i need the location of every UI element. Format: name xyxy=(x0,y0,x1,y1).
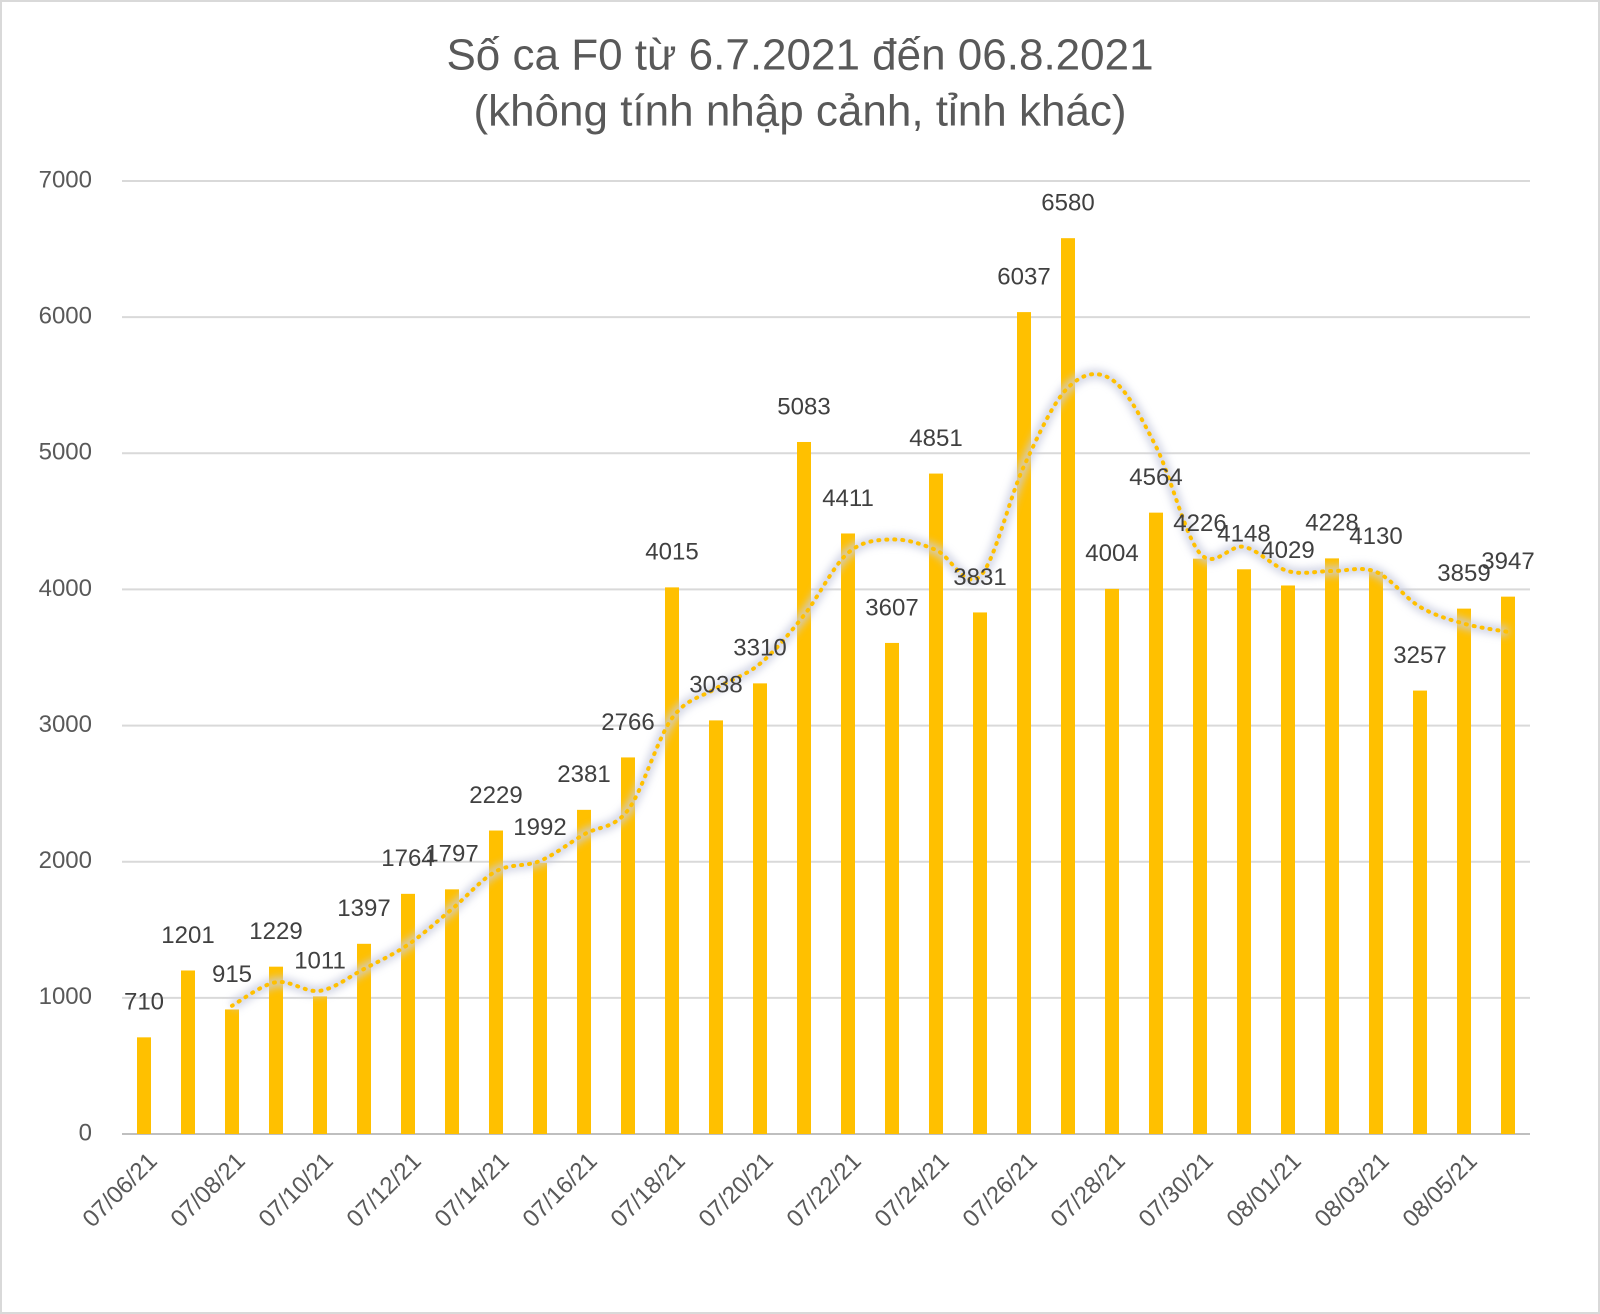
data-label: 6580 xyxy=(1041,190,1094,217)
data-label: 3831 xyxy=(953,564,1006,591)
data-label: 6037 xyxy=(997,263,1050,290)
bar xyxy=(225,1009,239,1134)
data-label: 1797 xyxy=(425,841,478,868)
data-label: 3947 xyxy=(1481,548,1534,575)
bar xyxy=(1325,558,1339,1134)
bar xyxy=(137,1037,151,1134)
data-label: 4411 xyxy=(822,485,874,512)
data-label: 1201 xyxy=(161,922,214,949)
bar xyxy=(445,889,459,1134)
bar xyxy=(1017,312,1031,1134)
chart-subtitle: (không tính nhập cảnh, tỉnh khác) xyxy=(473,87,1126,136)
data-label: 3257 xyxy=(1393,642,1446,669)
data-label: 2229 xyxy=(469,782,522,809)
bar xyxy=(1501,596,1515,1134)
bar xyxy=(753,683,767,1134)
data-label: 4564 xyxy=(1129,464,1182,491)
y-tick-label: 3000 xyxy=(39,711,92,738)
bar xyxy=(973,612,987,1134)
bar xyxy=(709,720,723,1134)
y-tick-label: 4000 xyxy=(39,575,92,602)
bar xyxy=(269,966,283,1134)
y-tick-label: 2000 xyxy=(39,847,92,874)
bar xyxy=(1193,558,1207,1134)
y-tick-label: 5000 xyxy=(39,439,92,466)
y-tick-label: 1000 xyxy=(39,983,92,1010)
bar xyxy=(357,943,371,1134)
data-label: 4130 xyxy=(1349,523,1402,550)
data-label: 4228 xyxy=(1305,510,1358,537)
bar xyxy=(313,996,327,1134)
y-tick-label: 7000 xyxy=(39,166,92,193)
data-label: 4851 xyxy=(909,425,962,452)
data-label: 1992 xyxy=(513,814,566,841)
bar xyxy=(929,473,943,1134)
data-label: 1229 xyxy=(249,918,302,945)
bar xyxy=(1237,569,1251,1134)
chart-title: Số ca F0 từ 6.7.2021 đến 06.8.2021 xyxy=(446,31,1153,80)
bar xyxy=(1061,238,1075,1134)
data-label: 2381 xyxy=(557,761,610,788)
bar xyxy=(621,757,635,1134)
bar xyxy=(1457,608,1471,1134)
data-label: 4148 xyxy=(1217,521,1270,548)
bar xyxy=(797,441,811,1135)
bar xyxy=(577,809,591,1134)
y-tick-label: 0 xyxy=(79,1119,92,1146)
bar xyxy=(489,830,503,1134)
bar xyxy=(1105,588,1119,1134)
data-label: 3859 xyxy=(1437,560,1490,587)
bar xyxy=(533,862,547,1134)
bar xyxy=(1369,571,1383,1134)
bar xyxy=(1281,585,1295,1134)
bar xyxy=(665,587,679,1134)
data-label: 5083 xyxy=(777,393,830,420)
bar xyxy=(181,970,195,1134)
data-label: 1011 xyxy=(294,948,346,975)
data-label: 4029 xyxy=(1261,537,1314,564)
data-label: 1764 xyxy=(381,845,434,872)
bar xyxy=(401,893,415,1134)
bar xyxy=(885,642,899,1134)
bar xyxy=(1149,512,1163,1134)
data-label: 1397 xyxy=(337,895,390,922)
data-label: 710 xyxy=(124,989,164,1016)
data-label: 915 xyxy=(212,961,252,988)
data-label: 3607 xyxy=(865,594,918,621)
data-label: 3310 xyxy=(733,635,786,662)
y-tick-label: 6000 xyxy=(39,302,92,329)
bar xyxy=(1413,690,1427,1134)
data-label: 3038 xyxy=(689,672,742,699)
trendline xyxy=(230,372,1510,1008)
data-label: 4004 xyxy=(1085,540,1138,567)
data-label: 2766 xyxy=(601,709,654,736)
bar xyxy=(841,533,855,1134)
data-label: 4015 xyxy=(645,539,698,566)
data-label: 4226 xyxy=(1173,510,1226,537)
